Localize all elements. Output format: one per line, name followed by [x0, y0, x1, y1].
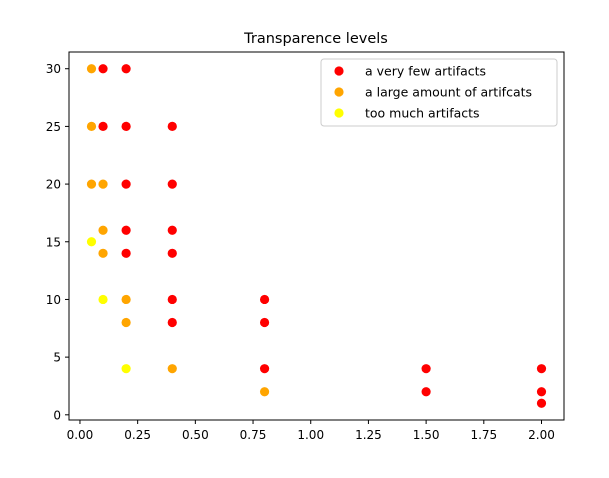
data-point-series-0 [421, 387, 431, 397]
x-tick-label: 0.75 [240, 428, 267, 442]
legend-marker [334, 66, 344, 76]
data-point-series-0 [121, 64, 131, 74]
data-point-series-0 [167, 248, 177, 258]
data-point-series-0 [98, 64, 108, 74]
data-point-series-0 [167, 294, 177, 305]
x-axis-ticks: 0.00 0.25 0.50 0.75 1.00 1.25 1.50 1.75 2.00 [67, 420, 555, 442]
data-point-series-0 [167, 179, 177, 189]
data-point-series-0 [98, 121, 108, 132]
chart-title: Transparence levels [243, 31, 388, 47]
x-tick-label: 0.00 [67, 428, 94, 442]
plot-area-frame [68, 51, 565, 421]
y-tick-label: 0 [53, 408, 61, 422]
data-point-series-1 [98, 225, 108, 235]
data-point-series-1 [86, 179, 97, 189]
y-tick-label: 30 [46, 62, 61, 76]
y-tick-label: 20 [46, 178, 61, 192]
y-tick-label: 15 [46, 235, 61, 249]
data-point-series-0 [167, 317, 177, 328]
data-point-series-1 [121, 317, 131, 328]
data-point-series-1 [259, 387, 270, 397]
data-point-series-1 [167, 364, 177, 374]
legend-label: a very few artifacts [365, 64, 486, 79]
data-point-series-0 [259, 364, 270, 374]
data-point-series-0 [121, 225, 131, 235]
data-point-series-2 [98, 294, 108, 305]
data-point-series-0 [259, 317, 270, 328]
y-tick-label: 10 [46, 293, 61, 307]
y-axis-ticks: 0 5 10 15 20 25 30 [46, 62, 69, 422]
data-point-series-0 [421, 364, 431, 374]
x-tick-label: 2.00 [528, 428, 555, 442]
x-tick-label: 1.75 [470, 428, 497, 442]
data-point-series-1 [121, 294, 131, 305]
data-point-series-0 [536, 364, 547, 374]
data-point-series-1 [98, 179, 108, 189]
x-tick-label: 0.25 [124, 428, 151, 442]
data-point-series-0 [167, 121, 177, 132]
legend-label: a large amount of artifcats [365, 85, 532, 100]
data-point-series-1 [86, 121, 97, 132]
data-point-series-0 [121, 179, 131, 189]
legend-marker [334, 108, 344, 118]
x-tick-label: 1.25 [355, 428, 382, 442]
x-tick-label: 1.00 [297, 428, 324, 442]
data-point-series-0 [167, 225, 177, 235]
data-points [86, 64, 547, 408]
data-point-series-0 [536, 387, 547, 397]
data-point-series-1 [98, 248, 108, 258]
data-point-series-1 [86, 64, 97, 74]
legend-label: too much artifacts [365, 106, 480, 121]
data-point-series-2 [86, 237, 97, 247]
y-tick-label: 5 [53, 351, 61, 365]
data-point-series-0 [121, 248, 131, 258]
y-tick-label: 25 [46, 120, 61, 134]
legend: a very few artifacts a large amount of ar… [320, 58, 558, 127]
data-point-series-0 [121, 121, 131, 132]
x-tick-label: 1.50 [413, 428, 440, 442]
legend-box [320, 58, 558, 127]
data-point-series-0 [259, 294, 270, 305]
data-point-series-2 [121, 364, 131, 374]
legend-marker [334, 87, 344, 97]
data-point-series-0 [536, 398, 547, 408]
x-tick-label: 0.50 [182, 428, 209, 442]
